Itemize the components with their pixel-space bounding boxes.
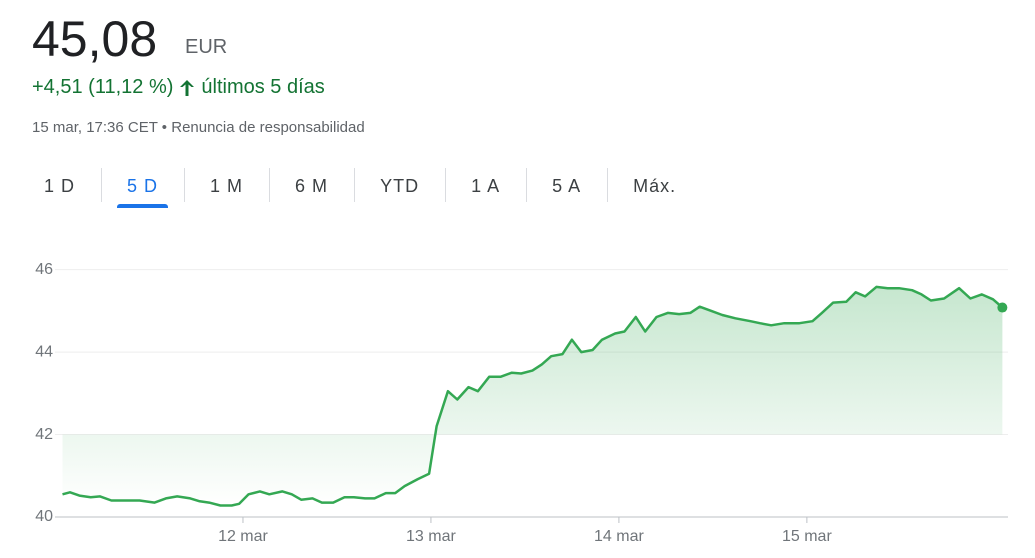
- period: últimos 5 días: [201, 76, 325, 98]
- price-line: [62, 285, 1004, 507]
- disclaimer[interactable]: Renuncia de responsabilidad: [171, 119, 365, 136]
- up-arrow: [180, 79, 195, 96]
- y-tick-label: 42: [35, 426, 53, 443]
- y-tick-label: 44: [35, 343, 53, 360]
- x-tick-label: 15 mar: [782, 528, 832, 545]
- separator: •: [161, 119, 168, 136]
- x-tick-label: 13 mar: [406, 528, 456, 545]
- y-tick-label: 46: [35, 261, 53, 278]
- range-tab[interactable]: Máx.: [607, 168, 702, 204]
- x-tick-label: 12 mar: [218, 528, 268, 545]
- price: 45,08: [32, 11, 158, 67]
- currency: EUR: [185, 36, 228, 58]
- x-tick-label: 14 mar: [594, 528, 644, 545]
- range-tab[interactable]: 5 A: [526, 168, 607, 204]
- range-tab[interactable]: 5 D: [101, 168, 184, 208]
- timestamp: 15 mar, 17:36 CET: [32, 119, 158, 136]
- y-tick-label: 40: [35, 508, 53, 525]
- range-tab[interactable]: 6 M: [269, 168, 354, 204]
- timestamp-line: 15 mar, 17:36 CET • Renuncia de responsa…: [32, 119, 365, 136]
- range-tab[interactable]: 1 A: [445, 168, 526, 204]
- range-tab[interactable]: 1 D: [44, 175, 76, 196]
- change-value: +4,51 (11,12 %): [32, 76, 174, 98]
- area: [62, 286, 1003, 506]
- last-point: [997, 302, 1008, 313]
- range-tab[interactable]: YTD: [354, 168, 445, 204]
- change: +4,51 (11,12 %) últimos 5 días: [32, 76, 325, 99]
- range-tab[interactable]: 1 M: [184, 168, 269, 204]
